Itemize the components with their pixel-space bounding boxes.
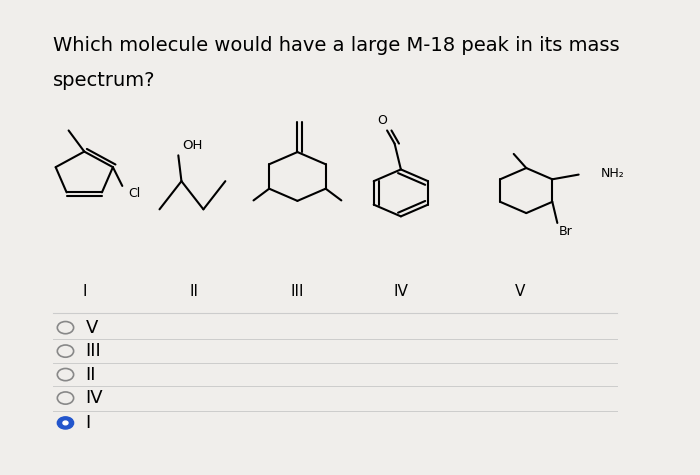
Text: I: I [82,284,87,299]
Text: Br: Br [559,225,573,238]
Text: Which molecule would have a large M-18 peak in its mass: Which molecule would have a large M-18 p… [53,36,620,55]
Text: Cl: Cl [129,187,141,200]
Text: O: O [377,114,387,127]
Text: V: V [85,319,98,337]
Text: OH: OH [183,140,203,152]
Text: III: III [290,284,304,299]
Text: II: II [85,366,96,384]
Text: II: II [190,284,199,299]
Text: III: III [85,342,101,360]
Circle shape [57,417,74,429]
Text: V: V [514,284,525,299]
Text: spectrum?: spectrum? [53,71,155,90]
Text: NH₂: NH₂ [601,167,625,180]
Circle shape [63,421,68,425]
Text: I: I [85,414,91,432]
Text: IV: IV [393,284,408,299]
Text: IV: IV [85,389,103,407]
